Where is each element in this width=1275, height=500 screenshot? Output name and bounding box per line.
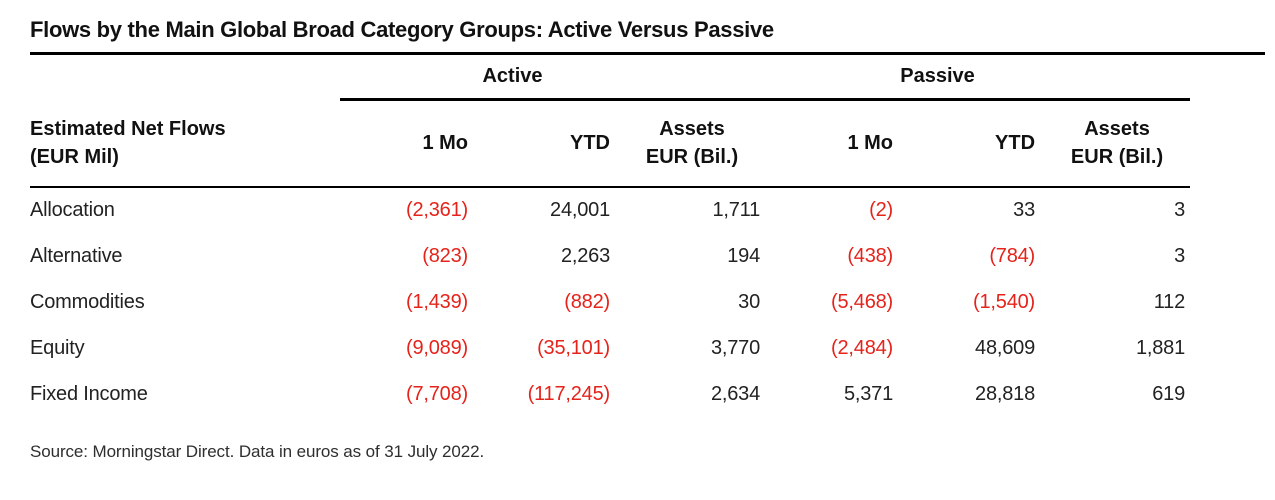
table-row-allocation: Allocation (2,361) 24,001 1,711 (2) 33 3 (30, 187, 1190, 233)
cell-active-1mo: (1,439) (406, 290, 468, 313)
row-label: Commodities (30, 290, 145, 313)
col-header-active-1mo: 1 Mo (340, 99, 482, 188)
group-header-row: Active Passive (30, 55, 1191, 101)
cell-passive-ytd: (1,540) (973, 290, 1036, 313)
figure-title: Flows by the Main Global Broad Category … (30, 17, 774, 42)
cell-active-1mo: (7,708) (406, 382, 468, 405)
cell-active-ytd: (117,245) (527, 382, 611, 405)
column-header-row: Estimated Net Flows (EUR Mil) 1 Mo YTD A… (30, 99, 1191, 188)
cell-passive-ytd: 48,609 (975, 336, 1036, 359)
row-label: Alternative (30, 244, 123, 267)
cell-passive-1mo: (438) (847, 244, 894, 267)
cell-active-assets: 3,770 (710, 336, 761, 359)
col-header-passive-assets-line1: Assets (1084, 118, 1150, 141)
cell-passive-1mo: (5,468) (831, 290, 894, 313)
cell-passive-assets: 112 (1153, 290, 1186, 313)
cell-active-assets: 194 (727, 244, 761, 267)
col-header-passive-1mo: 1 Mo (765, 99, 908, 188)
col-header-passive-assets-line2: EUR (Bil.) (1070, 146, 1164, 169)
cell-active-assets: 2,634 (710, 382, 761, 405)
table-row-alternative: Alternative (823) 2,263 194 (438) (784) … (30, 233, 1190, 279)
title-rule (30, 52, 1265, 55)
col-header-active-assets-line1: Assets (659, 118, 725, 141)
source-note: Source: Morningstar Direct. Data in euro… (30, 442, 485, 461)
cell-passive-assets: 1,881 (1135, 336, 1186, 359)
row-header: Estimated Net Flows (EUR Mil) (30, 99, 340, 188)
col-header-active-assets-line2: EUR (Bil.) (645, 146, 739, 169)
cell-active-1mo: (2,361) (406, 199, 468, 221)
cell-passive-1mo: (2,484) (831, 336, 894, 359)
cell-active-1mo: (823) (422, 244, 468, 267)
cell-active-1mo: (9,089) (406, 336, 468, 359)
row-label: Allocation (30, 199, 115, 221)
col-header-active-assets: Assets EUR (Bil.) (624, 99, 766, 188)
table-row-commodities: Commodities (1,439) (882) 30 (5,468) (1,… (30, 279, 1190, 325)
cell-active-ytd: 24,001 (550, 199, 610, 221)
cell-passive-1mo: 5,371 (843, 382, 894, 405)
flows-table: Active Passive Estimated Net Flows (EUR … (30, 55, 1191, 417)
group-header-passive: Passive (765, 55, 1191, 101)
table-row-fixed-income: Fixed Income (7,708) (117,245) 2,634 5,3… (30, 371, 1190, 417)
cell-active-ytd: 2,263 (560, 244, 610, 267)
group-header-spacer (30, 55, 340, 99)
col-header-passive-ytd: YTD (907, 99, 1050, 188)
row-label: Fixed Income (30, 382, 148, 405)
row-header-line1: Estimated Net Flows (30, 117, 226, 140)
cell-passive-assets: 619 (1152, 382, 1186, 405)
cell-passive-1mo: (2) (869, 199, 894, 221)
table-row-equity: Equity (9,089) (35,101) 3,770 (2,484) 48… (30, 325, 1190, 371)
row-header-line2: (EUR Mil) (30, 145, 119, 168)
cell-active-assets: 1,711 (712, 199, 761, 221)
col-header-active-ytd: YTD (482, 99, 624, 188)
row-label: Equity (30, 336, 85, 359)
cell-passive-assets: 3 (1174, 244, 1186, 267)
group-header-active: Active (340, 55, 766, 101)
cell-active-ytd: (882) (564, 290, 610, 313)
cell-passive-assets: 3 (1174, 199, 1186, 221)
cell-passive-ytd: (784) (989, 244, 1036, 267)
cell-active-assets: 30 (738, 290, 761, 313)
col-header-passive-assets: Assets EUR (Bil.) (1049, 99, 1191, 188)
cell-passive-ytd: 33 (1013, 199, 1036, 221)
cell-active-ytd: (35,101) (537, 336, 610, 359)
cell-passive-ytd: 28,818 (975, 382, 1036, 405)
